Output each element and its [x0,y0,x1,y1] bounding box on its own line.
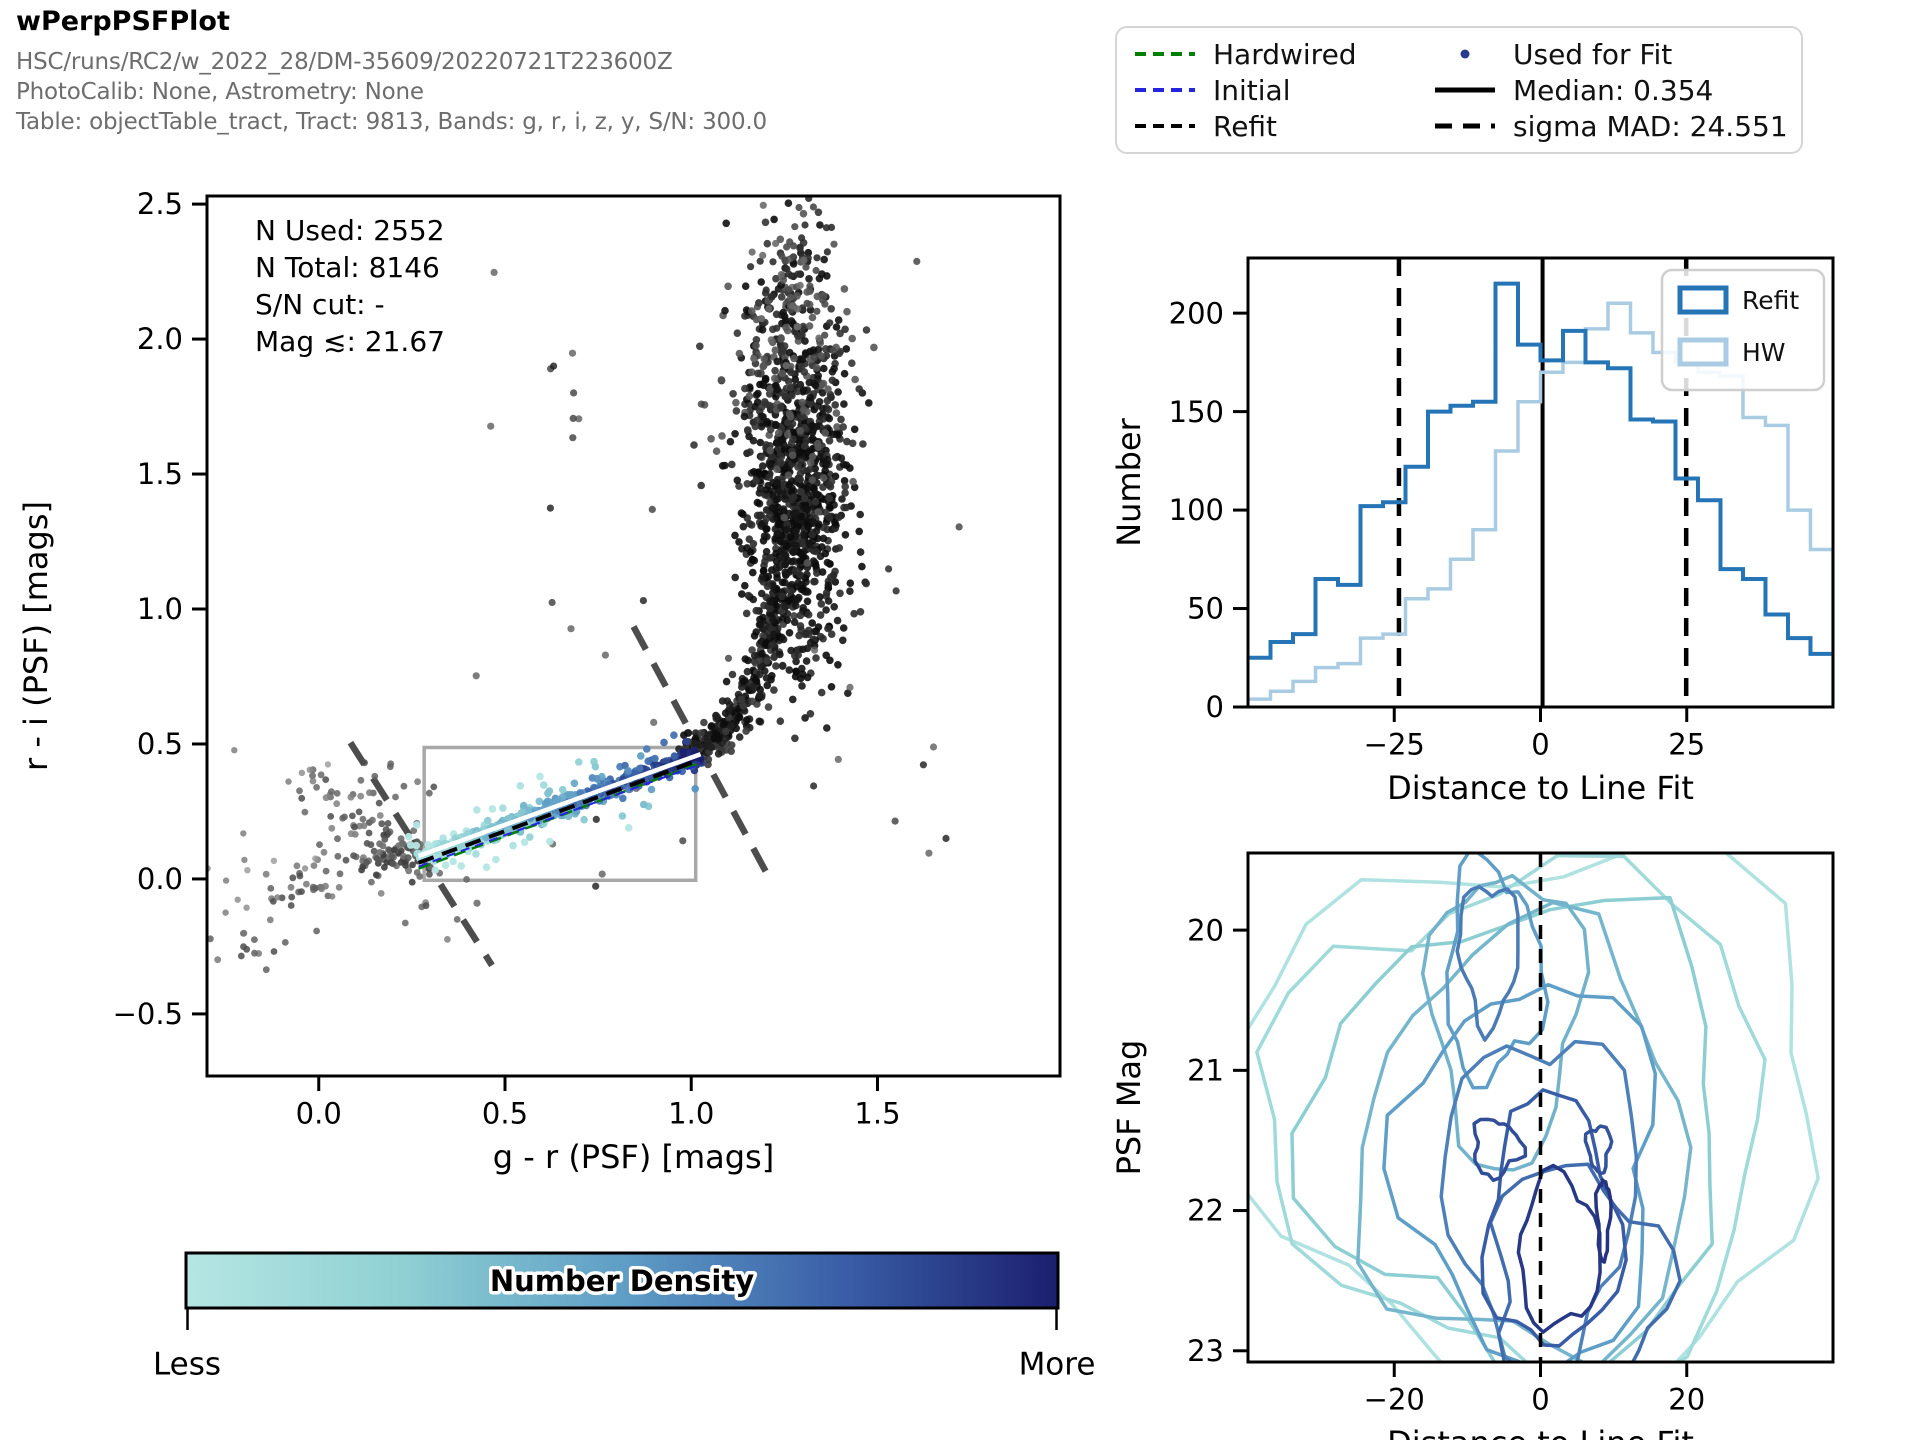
contour-plot [1248,853,1820,1362]
svg-text:0.5: 0.5 [137,727,183,761]
contour-ring [1445,853,1550,1090]
svg-text:0.0: 0.0 [296,1097,342,1131]
hist-legend-swatch-refit [1677,285,1729,315]
colorbar-more-label: More [1019,1346,1096,1382]
svg-text:2.5: 2.5 [137,187,183,221]
svg-text:0: 0 [1206,690,1224,724]
histogram-legend: Refit HW [1660,268,1826,392]
svg-text:N Total: 8146: N Total: 8146 [255,251,440,284]
colorbar-gradient-bar [184,1251,1060,1310]
colorbar-label: Number Density [490,1264,754,1298]
median-solid-line-icon [1435,87,1495,93]
svg-text:150: 150 [1169,395,1224,429]
scatter-dot-icon [1460,49,1470,59]
svg-text:1.5: 1.5 [137,457,183,491]
stats-annotation: N Used: 2552 N Total: 8146 S/N cut: - Mag ≲… [255,214,445,358]
hist-step-refit [1248,281,1833,660]
legend-entry-median: Median: 0.354 [1433,72,1801,108]
legend-entry-used-for-fit: Used for Fit [1433,36,1801,72]
contour-ring [1516,1163,1602,1334]
legend-entry-sigma-mad: sigma MAD: 24.551 [1433,108,1801,144]
contour-ring [1488,1162,1682,1362]
svg-text:21: 21 [1187,1053,1224,1087]
svg-text:PSF Mag: PSF Mag [1110,1040,1148,1176]
hist-axes: −25 0 25 0 50 100 150 200 Distance to Line Fit Nu… [1110,256,1835,807]
contour-ring [1480,1088,1628,1348]
svg-text:25: 25 [1668,728,1705,762]
legend-label-refit: Refit [1213,109,1278,143]
svg-text:S/N cut: -: S/N cut: - [255,288,385,321]
contour-ring [1593,1178,1613,1264]
scatter-points [207,196,963,974]
svg-text:1.5: 1.5 [854,1097,900,1131]
svg-text:N Used: 2552: N Used: 2552 [255,214,445,247]
svg-text:−20: −20 [1364,1383,1425,1417]
legend-entry-refit: Refit [1133,108,1433,144]
hist-legend-swatch-hw [1677,337,1729,367]
svg-text:0: 0 [1531,1383,1549,1417]
svg-text:50: 50 [1187,592,1224,626]
contour-ring [1382,982,1658,1362]
main-scatter-plot [207,196,963,974]
svg-text:Number: Number [1110,417,1148,546]
calib-subtitle: PhotoCalib: None, Astrometry: None [16,79,424,105]
contour-ring [1472,1117,1528,1183]
legend-label-hardwired: Hardwired [1213,37,1357,71]
initial-dashed-line-icon [1135,88,1195,92]
fit-selection-box [422,745,698,883]
fit-legend: Hardwired Initial Refit Used for Fit Med… [1115,26,1803,154]
svg-text:1.0: 1.0 [668,1097,714,1131]
svg-text:Mag ≲: 21.67: Mag ≲: 21.67 [255,325,445,358]
svg-text:200: 200 [1169,296,1224,330]
svg-text:20: 20 [1187,913,1224,947]
svg-text:Distance to Line Fit: Distance to Line Fit [1387,769,1694,807]
svg-text:g - r (PSF) [mags]: g - r (PSF) [mags] [493,1138,774,1176]
svg-text:100: 100 [1169,493,1224,527]
refit-fit-line [417,757,702,865]
svg-text:Distance to Line Fit: Distance to Line Fit [1387,1424,1694,1440]
legend-label-initial: Initial [1213,73,1291,107]
legend-entry-initial: Initial [1133,72,1433,108]
hist-legend-label-refit: Refit [1742,286,1799,315]
svg-text:−0.5: −0.5 [113,997,183,1031]
refit-dashed-line-icon [1135,124,1195,128]
run-path-subtitle: HSC/runs/RC2/w_2022_28/DM-35609/20220721… [16,49,673,75]
legend-entry-hardwired: Hardwired [1133,36,1433,72]
svg-text:23: 23 [1187,1334,1224,1368]
svg-text:r - i (PSF) [mags]: r - i (PSF) [mags] [17,501,55,771]
contour-ring [1455,885,1520,1042]
contour-ring [1439,1039,1639,1362]
svg-text:−25: −25 [1364,728,1425,762]
legend-label-median: Median: 0.354 [1513,73,1714,107]
contour-ring [1290,895,1714,1362]
sigma-mad-dashed-line-icon [1435,123,1495,129]
number-density-colorbar: Number Density Less More [153,1251,1096,1382]
median-fit-line [417,752,702,859]
contour-ring [1255,853,1767,1362]
hist-legend-label-hw: HW [1742,338,1786,367]
colorbar-less-label: Less [153,1346,221,1382]
svg-text:0: 0 [1531,728,1549,762]
table-subtitle: Table: objectTable_tract, Tract: 9813, B… [16,109,767,135]
contour-axes: −20 0 20 20 21 22 23 Distance to Line Fit PSF Ma… [1110,851,1835,1440]
contour-ring [1248,853,1820,1362]
contour-ring [1356,900,1693,1362]
svg-text:2.0: 2.0 [137,322,183,356]
legend-label-used-for-fit: Used for Fit [1513,37,1673,71]
main-axes: 0.0 0.5 1.0 1.5 −0.5 0.0 0.5 1.0 1.5 2.0 2.5 g - r … [17,187,1062,1176]
svg-text:0.0: 0.0 [137,862,183,896]
hardwired-fit-line [418,761,701,870]
svg-text:22: 22 [1187,1194,1224,1228]
figure-header: wPerpPSFPlot HSC/runs/RC2/w_2022_28/DM-3… [16,6,767,137]
svg-text:20: 20 [1668,1383,1705,1417]
svg-text:1.0: 1.0 [137,592,183,626]
svg-text:0.5: 0.5 [482,1097,528,1131]
hardwired-dashed-line-icon [1135,52,1195,56]
initial-fit-line [418,763,701,868]
plot-title: wPerpPSFPlot [16,6,230,37]
contour-ring [1583,1124,1614,1176]
legend-label-sigma-mad: sigma MAD: 24.551 [1513,109,1788,143]
